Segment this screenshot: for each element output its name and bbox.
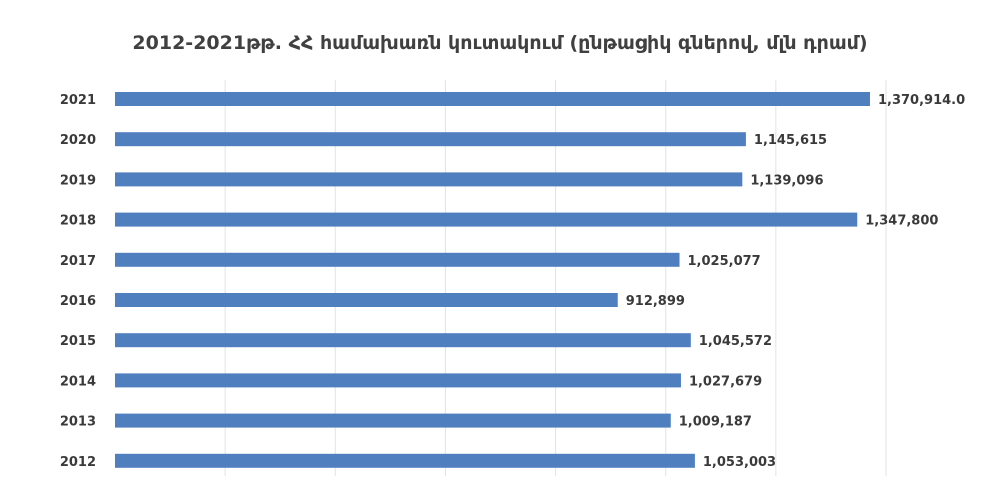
category-label: 2019 xyxy=(60,173,96,188)
bar-2015 xyxy=(115,333,691,348)
category-label: 2015 xyxy=(60,334,96,349)
category-label: 2013 xyxy=(60,415,96,430)
category-label: 2021 xyxy=(60,93,96,108)
bar-2018 xyxy=(115,212,858,227)
bar-2020 xyxy=(115,132,746,147)
bars xyxy=(115,92,870,468)
category-label: 2014 xyxy=(60,374,96,389)
value-label: 1,370,914.0 xyxy=(878,93,965,108)
labels: 2021 1,370,914.0 2020 1,145,615 2019 1,139,09… xyxy=(60,93,965,470)
value-label: 1,053,003 xyxy=(703,455,776,470)
chart-title: 2012-2021թթ. ՀՀ համախառն կուտակում (ընթա… xyxy=(132,32,868,54)
bar-2014 xyxy=(115,373,681,388)
bar-2013 xyxy=(115,413,671,428)
category-label: 2017 xyxy=(60,254,96,269)
value-label: 1,347,800 xyxy=(865,214,938,229)
value-label: 912,899 xyxy=(626,294,685,309)
value-label: 1,139,096 xyxy=(750,173,823,188)
bar-2012 xyxy=(115,453,695,468)
category-label: 2012 xyxy=(60,455,96,470)
bar-2019 xyxy=(115,172,743,187)
value-label: 1,027,679 xyxy=(689,374,762,389)
value-label: 1,045,572 xyxy=(699,334,772,349)
bar-2021 xyxy=(115,92,870,106)
bar-2017 xyxy=(115,252,680,267)
value-label: 1,145,615 xyxy=(754,133,827,148)
gridlines xyxy=(224,80,887,476)
category-label: 2018 xyxy=(60,214,96,229)
value-label: 1,025,077 xyxy=(688,254,761,269)
value-label: 1,009,187 xyxy=(679,415,752,430)
category-label: 2020 xyxy=(60,133,96,148)
category-label: 2016 xyxy=(60,294,96,309)
bar-2016 xyxy=(115,293,618,307)
